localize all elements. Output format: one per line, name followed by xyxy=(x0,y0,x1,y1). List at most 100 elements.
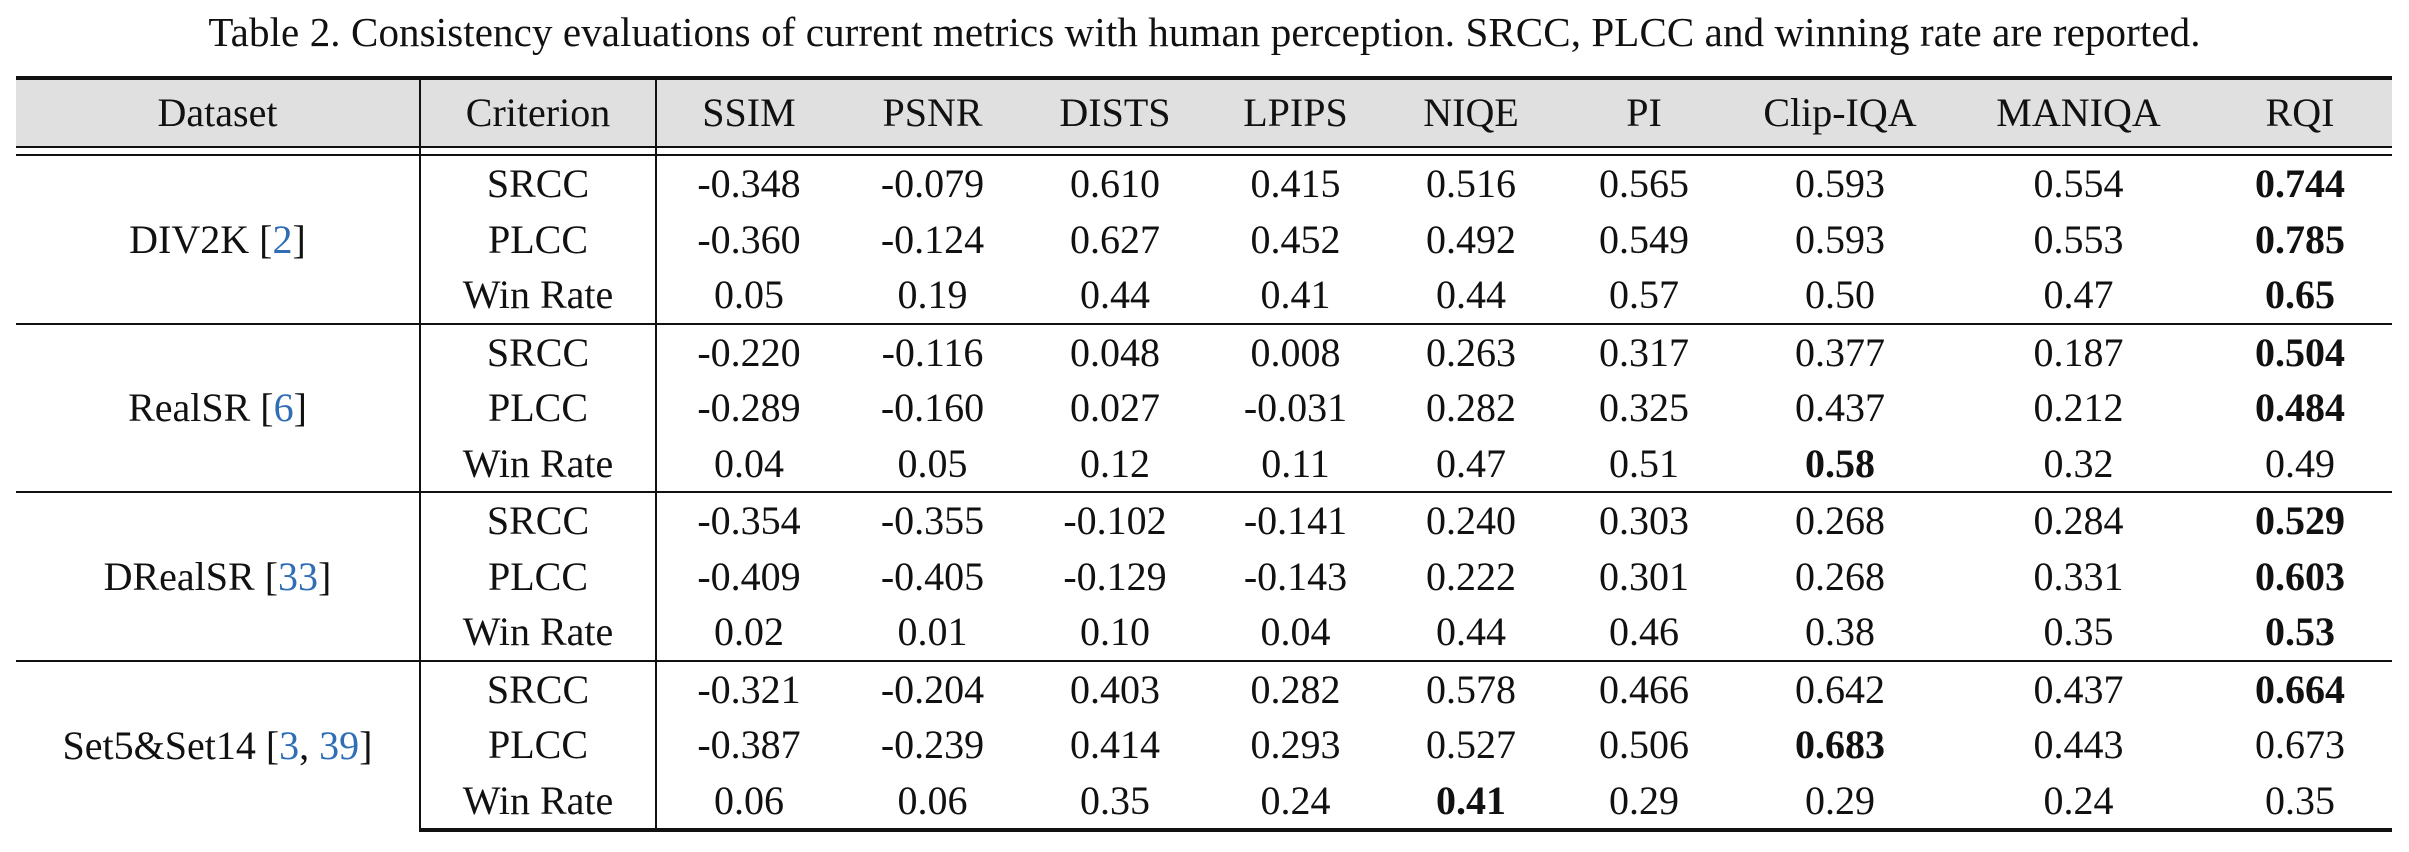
value-cell: -0.143 xyxy=(1243,553,1348,599)
dataset-name: RealSR [ xyxy=(128,385,274,431)
citation-link[interactable]: 3 xyxy=(279,723,300,769)
value-cell: 0.317 xyxy=(1557,322,1731,380)
value-cell: 0.549 xyxy=(1599,216,1689,262)
header-metric: DISTS xyxy=(1024,76,1206,147)
value-cell: 0.44 xyxy=(1080,272,1150,318)
value-cell: 0.578 xyxy=(1385,659,1557,717)
citation-link[interactable]: 33 xyxy=(278,553,319,599)
header-metric: LPIPS xyxy=(1206,76,1385,147)
value-cell: 0.222 xyxy=(1426,553,1516,599)
criterion-cell: Win Rate xyxy=(420,772,657,832)
criterion-cell: PLCC xyxy=(420,380,657,436)
dataset-bracket: ] xyxy=(318,553,332,599)
header-criterion: Criterion xyxy=(420,76,657,147)
value-cell: 0.415 xyxy=(1250,161,1341,207)
value-cell: 0.443 xyxy=(2033,722,2124,768)
value-cell: 0.565 xyxy=(1599,161,1689,207)
value-cell: 0.04 xyxy=(714,440,784,486)
dataset-bracket: ] xyxy=(292,216,306,262)
table-body: DIV2K [2] SRCC -0.348 -0.079 0.610 0.415 0.516… xyxy=(16,155,2392,832)
value-cell: 0.437 xyxy=(1949,659,2208,717)
value-cell: 0.414 xyxy=(1070,722,1160,768)
value-cell: 0.529 xyxy=(2208,491,2392,549)
value-cell: 0.06 xyxy=(841,772,1024,832)
value-cell: 0.301 xyxy=(1599,553,1689,599)
criterion-cell: PLCC xyxy=(420,548,657,604)
value-cell: 0.268 xyxy=(1731,491,1949,549)
criterion-cell: PLCC xyxy=(420,211,657,267)
value-cell: 0.44 xyxy=(1436,609,1506,655)
value-cell: 0.553 xyxy=(2033,216,2124,262)
value-cell: 0.048 xyxy=(1024,322,1206,380)
header-metric: MANIQA xyxy=(1949,76,2208,147)
value-cell: 0.554 xyxy=(2033,161,2124,207)
value-cell: 0.504 xyxy=(2208,322,2392,380)
value-cell: 0.212 xyxy=(2033,385,2124,431)
value-cell: -0.355 xyxy=(841,491,1024,549)
citation-link[interactable]: 6 xyxy=(273,385,294,431)
value-cell: -0.360 xyxy=(697,216,801,262)
value-cell: 0.452 xyxy=(1250,216,1341,262)
citation-link[interactable]: 2 xyxy=(272,216,293,262)
table-row: Win Rate 0.04 0.05 0.12 0.11 0.47 0.51 0.58 0.32… xyxy=(16,435,2392,492)
results-table-container: Dataset Criterion SSIM PSNR DISTS LPIPS … xyxy=(16,76,2392,832)
value-cell: -0.405 xyxy=(880,553,985,599)
value-cell: 0.24 xyxy=(1206,772,1385,832)
citation-link[interactable]: 39 xyxy=(319,723,360,769)
table-row: PLCC -0.289 -0.160 0.027 -0.031 0.282 0.325 0.4… xyxy=(16,380,2392,436)
value-cell: 0.610 xyxy=(1070,161,1160,207)
value-cell: -0.354 xyxy=(656,491,841,549)
value-cell: 0.04 xyxy=(1260,609,1331,655)
value-cell: 0.673 xyxy=(2255,722,2345,768)
value-cell: 0.01 xyxy=(897,609,968,655)
value-cell: 0.12 xyxy=(1080,440,1150,486)
value-cell: 0.46 xyxy=(1609,609,1679,655)
value-cell: 0.263 xyxy=(1385,322,1557,380)
value-cell: -0.239 xyxy=(880,722,985,768)
value-cell: 0.47 xyxy=(2043,272,2114,318)
header-metric: SSIM xyxy=(656,76,841,147)
results-table: Dataset Criterion SSIM PSNR DISTS LPIPS … xyxy=(16,76,2392,832)
table-row: RealSR [6] SRCC -0.220 -0.116 0.048 0.008 0.26… xyxy=(16,322,2392,492)
criterion-cell: SRCC xyxy=(420,322,657,380)
table-row: Win Rate 0.06 0.06 0.35 0.24 0.41 0.29 0.29 0.24… xyxy=(16,772,2392,832)
value-cell: 0.627 xyxy=(1070,216,1160,262)
value-cell: 0.303 xyxy=(1557,491,1731,549)
value-cell: 0.516 xyxy=(1426,161,1516,207)
dataset-name: DIV2K [ xyxy=(129,216,273,262)
value-cell: -0.387 xyxy=(697,722,801,768)
criterion-cell: SRCC xyxy=(420,155,657,212)
value-cell: 0.38 xyxy=(1805,609,1875,655)
value-cell: -0.116 xyxy=(841,322,1024,380)
dataset-name: Set5&Set14 [ xyxy=(62,723,280,769)
value-cell: 0.19 xyxy=(897,272,968,318)
header-metric: RQI xyxy=(2208,76,2392,147)
value-cell: 0.403 xyxy=(1024,659,1206,717)
value-cell: -0.321 xyxy=(656,659,841,717)
dataset-bracket: ] xyxy=(359,723,373,769)
criterion-cell: SRCC xyxy=(420,659,657,717)
value-cell: 0.06 xyxy=(656,772,841,832)
value-cell: 0.58 xyxy=(1805,440,1875,486)
value-cell: 0.32 xyxy=(2043,440,2114,486)
value-cell: -0.220 xyxy=(656,322,841,380)
value-cell: -0.141 xyxy=(1206,491,1385,549)
value-cell: 0.282 xyxy=(1426,385,1516,431)
value-cell: 0.603 xyxy=(2255,553,2345,599)
value-cell: 0.53 xyxy=(2265,609,2335,655)
value-cell: 0.47 xyxy=(1436,440,1506,486)
dataset-cell: RealSR [6] xyxy=(16,322,421,492)
criterion-cell: Win Rate xyxy=(420,267,657,324)
value-cell: -0.124 xyxy=(880,216,985,262)
table-row: DRealSR [33] SRCC -0.354 -0.355 -0.102 -0.141… xyxy=(16,491,2392,661)
dataset-bracket: ] xyxy=(293,385,307,431)
value-cell: 0.29 xyxy=(1731,772,1949,832)
value-cell: 0.683 xyxy=(1795,722,1885,768)
value-cell: 0.35 xyxy=(1024,772,1206,832)
dataset-cell: DIV2K [2] xyxy=(16,155,421,324)
value-cell: 0.331 xyxy=(2033,553,2124,599)
value-cell: 0.744 xyxy=(2255,161,2345,207)
value-cell: 0.484 xyxy=(2255,385,2345,431)
value-cell: 0.10 xyxy=(1080,609,1150,655)
value-cell: 0.29 xyxy=(1557,772,1731,832)
